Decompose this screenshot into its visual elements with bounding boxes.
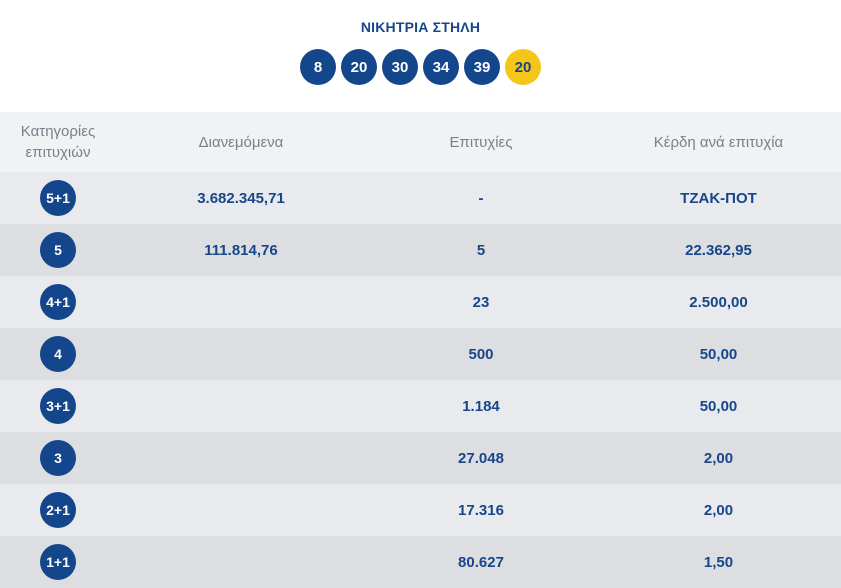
winners-cell: - (478, 189, 484, 207)
column-header-prize: Κέρδη ανά επιτυχία (653, 133, 784, 151)
winning-column-header: ΝΙΚΗΤΡΙΑ ΣΤΗΛΗ 8 20 30 34 39 20 (0, 0, 841, 112)
table-header: Κατηγορίες επιτυχιών Διανεμόμενα Επιτυχί… (0, 112, 841, 172)
table-row: 3+1 1.184 50,00 (0, 380, 841, 432)
number-ball: 20 (341, 49, 377, 85)
winning-numbers: 8 20 30 34 39 20 (0, 49, 841, 85)
winners-cell: 23 (472, 293, 490, 311)
table-row: 2+1 17.316 2,00 (0, 484, 841, 536)
category-badge: 1+1 (40, 544, 76, 580)
column-header-distributed: Διανεμόμενα (198, 133, 284, 151)
table-row: 5 111.814,76 5 22.362,95 (0, 224, 841, 276)
number-ball: 34 (423, 49, 459, 85)
category-badge: 5 (40, 232, 76, 268)
table-row: 3 27.048 2,00 (0, 432, 841, 484)
table-row: 1+1 80.627 1,50 (0, 536, 841, 588)
category-badge: 4 (40, 336, 76, 372)
prize-cell: 50,00 (699, 397, 738, 415)
prize-cell: 2,00 (703, 501, 734, 519)
winners-cell: 17.316 (458, 501, 504, 519)
table-row: 4 500 50,00 (0, 328, 841, 380)
table-row: 4+1 23 2.500,00 (0, 276, 841, 328)
category-badge: 3+1 (40, 388, 76, 424)
category-badge: 2+1 (40, 492, 76, 528)
number-ball: 39 (464, 49, 500, 85)
category-badge: 3 (40, 440, 76, 476)
number-ball: 30 (382, 49, 418, 85)
column-header-category: Κατηγορίες επιτυχιών (20, 123, 96, 161)
distributed-cell: 111.814,76 (204, 241, 278, 259)
winners-cell: 500 (468, 345, 494, 363)
bonus-ball: 20 (505, 49, 541, 85)
number-ball: 8 (300, 49, 336, 85)
winners-cell: 5 (476, 241, 486, 259)
distributed-cell: 3.682.345,71 (197, 189, 285, 207)
prize-cell: 22.362,95 (685, 241, 752, 259)
prize-cell: 50,00 (699, 345, 738, 363)
winning-column-title: ΝΙΚΗΤΡΙΑ ΣΤΗΛΗ (360, 19, 481, 35)
winners-cell: 1.184 (462, 397, 500, 415)
winners-cell: 27.048 (458, 449, 504, 467)
prize-table: Κατηγορίες επιτυχιών Διανεμόμενα Επιτυχί… (0, 112, 841, 588)
prize-cell: ΤΖΑΚ-ΠΟΤ (680, 189, 757, 207)
prize-cell: 2,00 (703, 449, 734, 467)
category-badge: 4+1 (40, 284, 76, 320)
winners-cell: 80.627 (458, 553, 504, 571)
category-badge: 5+1 (40, 180, 76, 216)
prize-cell: 1,50 (703, 553, 734, 571)
column-header-winners: Επιτυχίες (449, 133, 513, 151)
prize-cell: 2.500,00 (689, 293, 748, 311)
table-row: 5+1 3.682.345,71 - ΤΖΑΚ-ΠΟΤ (0, 172, 841, 224)
